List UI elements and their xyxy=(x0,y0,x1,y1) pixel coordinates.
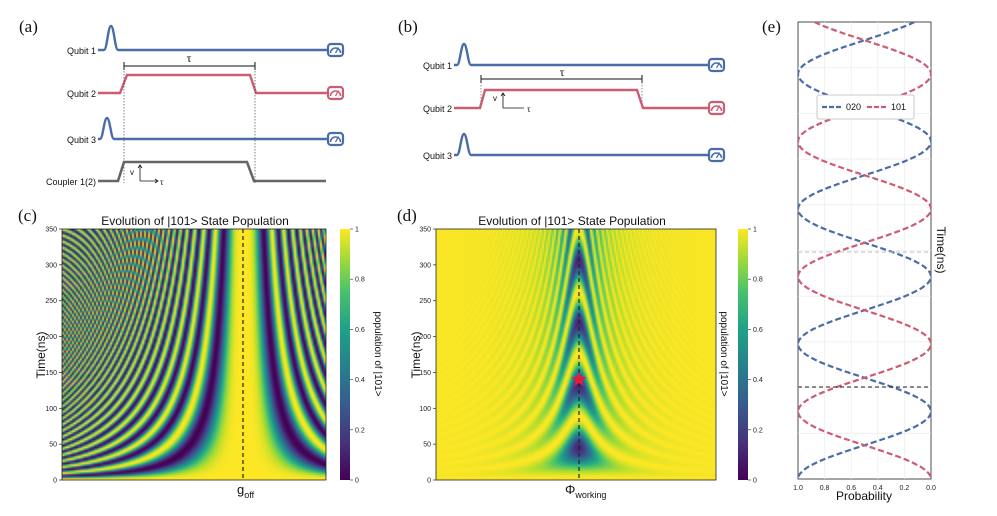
colorbar-tick-label: 0.6 xyxy=(753,327,763,334)
colorbar-label-d: population of |101> xyxy=(718,311,729,396)
tau-label-a: τ xyxy=(187,51,192,65)
x-tick-label: 0.4 xyxy=(873,485,883,492)
heatmap-c xyxy=(62,229,326,480)
y-tick-label: 300 xyxy=(419,262,431,269)
y-tick-label: 250 xyxy=(419,298,431,305)
x-tick-label: 0.2 xyxy=(900,485,910,492)
colorbar-tick-label: 1 xyxy=(753,227,757,234)
colorbar-tick-label: 0.4 xyxy=(355,377,365,384)
colorbar-tick-label: 0.8 xyxy=(753,277,763,284)
y-tick-label: 150 xyxy=(419,370,431,377)
y-ticks-c: 0 50 100 150 200 250 300 350 xyxy=(45,227,62,485)
panel-e-letter: (e) xyxy=(762,17,781,36)
colorbar-tick-label: 0.4 xyxy=(753,377,763,384)
y-tick-label: 300 xyxy=(45,262,57,269)
colorbar-tick-label: 0.2 xyxy=(753,427,763,434)
panel-a-letter: (a) xyxy=(19,17,38,36)
qubit2-line-a xyxy=(98,73,328,95)
colorbar-d xyxy=(738,229,748,480)
panel-e: (e) 020 101 1.0 0.8 0.6 0.4 0.2 0.0 Probabili… xyxy=(762,17,948,503)
qubit3-label-b: Qubit 3 xyxy=(423,151,452,161)
qubit1-line-b xyxy=(454,42,709,67)
meter-icon xyxy=(326,85,345,101)
colorbar-tick-label: 0 xyxy=(355,478,359,485)
v-label-a: v xyxy=(130,168,134,177)
tau-label-b: τ xyxy=(560,65,565,79)
qubit2-line-b xyxy=(454,88,709,110)
x-tick-label: 0.6 xyxy=(846,485,856,492)
v-label-b: v xyxy=(493,94,497,103)
y-tick-label: 50 xyxy=(423,442,431,449)
panel-b: (b) Qubit 1 τ Qubit 2 v τ Qubit 3 xyxy=(398,17,726,163)
chart-title-d: Evolution of |101> State Population xyxy=(478,214,666,228)
heatmap-d xyxy=(436,229,716,480)
meter-icon xyxy=(707,147,726,163)
tau-small-a: τ xyxy=(160,177,164,187)
colorbar-tick-label: 1 xyxy=(355,227,359,234)
y-axis-label-c: Time(ns) xyxy=(34,332,48,379)
qubit3-line-b xyxy=(454,132,709,157)
y-tick-label: 100 xyxy=(45,406,57,413)
panel-d-letter: (d) xyxy=(397,206,417,225)
legend-020: 020 xyxy=(846,102,861,112)
colorbar-ticks-c: 0 0.2 0.4 0.6 0.8 1 xyxy=(350,227,365,485)
legend-101: 101 xyxy=(891,102,906,112)
y-tick-label: 350 xyxy=(419,227,431,234)
x-axis-label-c: goff xyxy=(237,482,255,500)
legend-e: 020 101 xyxy=(816,94,915,120)
x-tick-label: 0.0 xyxy=(926,485,936,492)
qubit1-label-a: Qubit 1 xyxy=(67,46,96,56)
y-axis-label-d: Time(ns) xyxy=(409,332,423,379)
qubit2-label-a: Qubit 2 xyxy=(67,89,96,99)
panel-c-letter: (c) xyxy=(18,206,37,225)
meter-icon xyxy=(707,57,726,73)
y-tick-label: 150 xyxy=(45,370,57,377)
qubit3-label-a: Qubit 3 xyxy=(67,135,96,145)
y-tick-label: 100 xyxy=(419,406,431,413)
meter-icon xyxy=(326,131,345,147)
qubit3-line-a xyxy=(98,116,328,141)
y-tick-label: 250 xyxy=(45,298,57,305)
y-axis-label-e: Time(ns) xyxy=(934,227,948,274)
colorbar-tick-label: 0.2 xyxy=(355,427,365,434)
coupler-line-a xyxy=(98,160,326,183)
panel-d: (d) Evolution of |101> State Population … xyxy=(397,206,763,500)
chart-title-c: Evolution of |101> State Population xyxy=(101,214,289,228)
x-axis-label-e: Probability xyxy=(836,489,892,503)
qubit2-label-b: Qubit 2 xyxy=(423,104,452,114)
colorbar-c xyxy=(340,229,350,480)
x-ticks-e: 1.0 0.8 0.6 0.4 0.2 0.0 xyxy=(793,485,936,492)
colorbar-ticks-d: 0 0.2 0.4 0.6 0.8 1 xyxy=(748,227,763,485)
x-tick-label: 1.0 xyxy=(793,485,803,492)
panel-a: (a) Qubit 1 Qubit 2 τ Qubit 3 Coupler 1(… xyxy=(19,17,345,187)
x-axis-label-d: Φworking xyxy=(565,482,606,500)
y-tick-label: 350 xyxy=(45,227,57,234)
panel-c: (c) Evolution of |101> State Population … xyxy=(18,206,383,500)
meter-icon xyxy=(707,100,726,116)
y-tick-label: 0 xyxy=(53,478,57,485)
y-tick-label: 50 xyxy=(49,442,57,449)
colorbar-tick-label: 0.6 xyxy=(355,327,365,334)
y-tick-label: 0 xyxy=(427,478,431,485)
x-tick-label: 0.8 xyxy=(820,485,830,492)
tau-small-b: τ xyxy=(527,104,531,114)
colorbar-tick-label: 0.8 xyxy=(355,277,365,284)
coupler-label-a: Coupler 1(2) xyxy=(46,177,96,187)
meter-icon xyxy=(326,42,345,58)
y-tick-label: 200 xyxy=(419,334,431,341)
y-ticks-d: 0 50 100 150 200 250 300 350 xyxy=(419,227,436,485)
colorbar-label-c: population of |101> xyxy=(372,311,383,396)
y-tick-label: 200 xyxy=(45,334,57,341)
red-star-marker xyxy=(571,371,587,387)
panel-b-letter: (b) xyxy=(398,17,418,36)
qubit1-label-b: Qubit 1 xyxy=(423,61,452,71)
qubit1-line-a xyxy=(98,24,328,52)
colorbar-tick-label: 0 xyxy=(753,478,757,485)
